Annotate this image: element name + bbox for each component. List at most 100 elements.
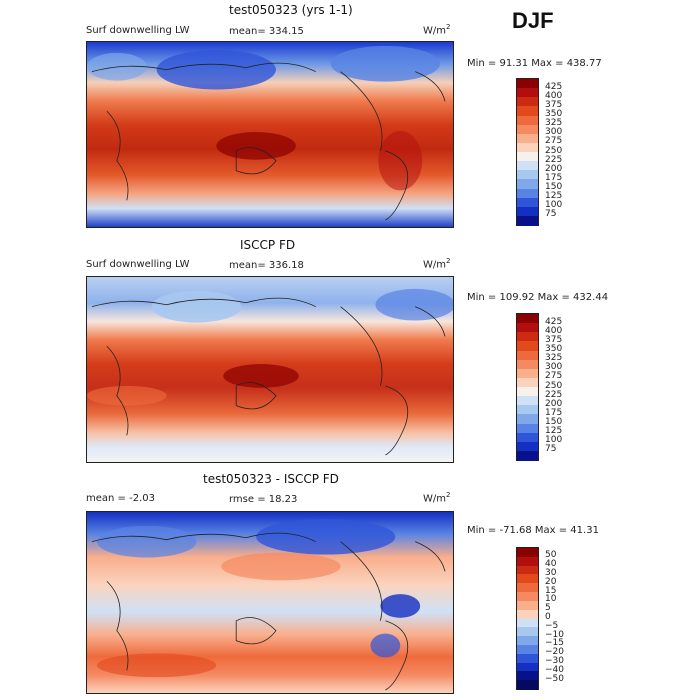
panel1-colorbar <box>516 78 539 226</box>
colorbar-swatch <box>517 115 538 126</box>
colorbar-tick-label: 200 <box>545 398 563 409</box>
colorbar-swatch <box>517 600 538 611</box>
colorbar-tick-label: 125 <box>545 191 563 202</box>
colorbar-tick-label: −15 <box>545 638 564 649</box>
colorbar-swatch <box>517 405 538 415</box>
panel1-title: test050323 (yrs 1-1) <box>229 3 353 17</box>
colorbar-swatch <box>517 161 538 171</box>
colorbar-swatch <box>517 450 538 461</box>
colorbar-swatch <box>517 188 538 199</box>
colorbar-tick-label: −50 <box>545 673 564 684</box>
panel2-title: ISCCP FD <box>240 238 296 252</box>
panel1-variable: Surf downwelling LW <box>86 25 190 36</box>
colorbar-swatch <box>517 396 538 406</box>
colorbar-tick-label: 425 <box>545 316 563 327</box>
colorbar-swatch <box>517 548 538 558</box>
colorbar-swatch <box>517 170 538 180</box>
panel2-variable: Surf downwelling LW <box>86 259 190 270</box>
colorbar-swatch <box>517 441 538 452</box>
panel2-map <box>86 276 454 463</box>
panel1-map <box>86 41 454 228</box>
colorbar-swatch <box>517 618 538 628</box>
colorbar-tick-label: −30 <box>545 656 564 667</box>
colorbar-tick-label: 225 <box>545 389 563 400</box>
colorbar-swatch <box>517 88 538 98</box>
panel3-mean: mean = -2.03 <box>86 493 155 504</box>
colorbar-swatch <box>517 662 538 672</box>
colorbar-swatch <box>517 359 538 370</box>
colorbar-tick-label: 50 <box>545 550 557 561</box>
colorbar-swatch <box>517 197 538 208</box>
colorbar-tick-label: 375 <box>545 334 563 345</box>
panel3-units: W/m2 <box>423 491 451 505</box>
colorbar-swatch <box>517 432 538 443</box>
colorbar-tick-label: 375 <box>545 99 563 110</box>
colorbar-tick-label: 75 <box>545 209 557 220</box>
colorbar-tick-label: 275 <box>545 371 563 382</box>
panel1-minmax: Min = 91.31 Max = 438.77 <box>467 58 602 69</box>
colorbar-tick-label: 100 <box>545 435 563 446</box>
colorbar-tick-label: −20 <box>545 647 564 658</box>
colorbar-tick-label: 350 <box>545 344 563 354</box>
colorbar-swatch <box>517 414 538 424</box>
colorbar-swatch <box>517 106 538 116</box>
colorbar-swatch <box>517 583 538 593</box>
colorbar-swatch <box>517 332 538 342</box>
colorbar-swatch <box>517 653 538 664</box>
colorbar-swatch <box>517 314 538 324</box>
colorbar-tick-label: 400 <box>545 90 563 101</box>
panel2-colorbar <box>516 313 539 461</box>
colorbar-swatch <box>517 565 538 575</box>
panel2-minmax: Min = 109.92 Max = 432.44 <box>467 292 609 303</box>
colorbar-tick-label: 325 <box>545 118 563 129</box>
colorbar-tick-label: 325 <box>545 353 563 364</box>
colorbar-swatch <box>517 671 538 681</box>
colorbar-tick-label: 75 <box>545 444 557 455</box>
panel3-colorbar <box>516 547 539 690</box>
colorbar-swatch <box>517 556 538 567</box>
panel3-map <box>86 511 454 694</box>
panel3-minmax: Min = -71.68 Max = 41.31 <box>467 525 599 536</box>
panel1-mean: mean= 334.15 <box>229 26 304 37</box>
panel2-units: W/m2 <box>423 257 451 271</box>
colorbar-swatch <box>517 133 538 144</box>
colorbar-tick-label: 225 <box>545 154 563 165</box>
colorbar-tick-label: 0 <box>545 612 551 622</box>
colorbar-swatch <box>517 387 538 397</box>
colorbar-tick-label: 10 <box>545 594 557 605</box>
colorbar-tick-label: 200 <box>545 163 563 174</box>
colorbar-tick-label: −40 <box>545 664 564 675</box>
colorbar-tick-label: 275 <box>545 136 563 147</box>
colorbar-swatch <box>517 609 538 619</box>
colorbar-swatch <box>517 206 538 217</box>
colorbar-swatch <box>517 644 538 655</box>
colorbar-tick-label: 250 <box>545 380 563 391</box>
colorbar-tick-label: 175 <box>545 172 563 183</box>
colorbar-tick-label: 40 <box>545 559 557 570</box>
panel2-mean: mean= 336.18 <box>229 260 304 271</box>
colorbar-swatch <box>517 124 538 135</box>
colorbar-tick-label: 300 <box>545 362 563 373</box>
colorbar-swatch <box>517 680 538 690</box>
colorbar-tick-label: 425 <box>545 81 563 92</box>
colorbar-tick-label: 150 <box>545 417 563 427</box>
colorbar-swatch <box>517 323 538 333</box>
colorbar-tick-label: 20 <box>545 576 557 587</box>
colorbar-swatch <box>517 592 538 602</box>
colorbar-tick-label: 125 <box>545 426 563 437</box>
colorbar-tick-label: 15 <box>545 585 557 596</box>
colorbar-tick-label: 300 <box>545 127 563 138</box>
colorbar-tick-label: 350 <box>545 109 563 119</box>
colorbar-swatch <box>517 423 538 434</box>
colorbar-swatch <box>517 79 538 89</box>
colorbar-swatch <box>517 636 538 646</box>
colorbar-swatch <box>517 215 538 226</box>
colorbar-tick-label: 150 <box>545 182 563 192</box>
colorbar-swatch <box>517 350 538 361</box>
colorbar-swatch <box>517 179 538 189</box>
panel3-title: test050323 - ISCCP FD <box>203 472 339 486</box>
colorbar-tick-label: 400 <box>545 325 563 336</box>
colorbar-swatch <box>517 377 538 388</box>
colorbar-tick-label: 175 <box>545 407 563 418</box>
colorbar-tick-label: 100 <box>545 200 563 211</box>
